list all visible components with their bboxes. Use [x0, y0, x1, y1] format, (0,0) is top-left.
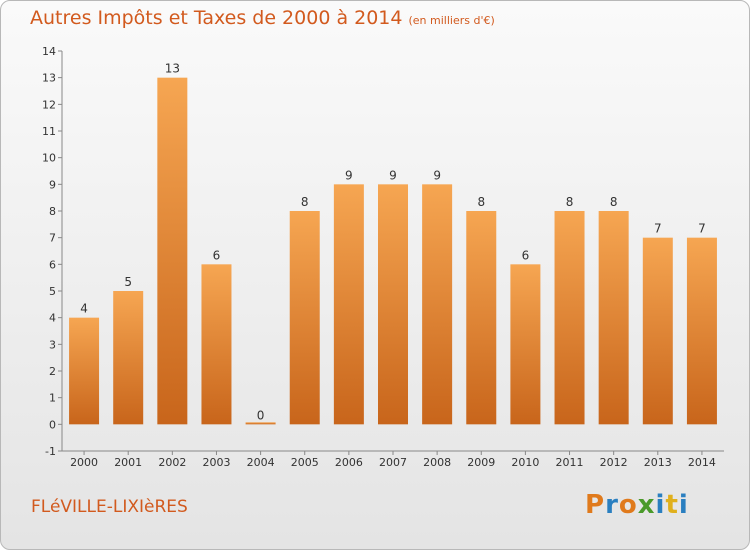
bar [422, 184, 453, 425]
bar [333, 184, 364, 425]
logo-letter: P [585, 490, 606, 520]
y-tick-label: 5 [49, 285, 56, 298]
bar [466, 211, 497, 425]
bar [642, 237, 673, 425]
data-label: 9 [345, 168, 353, 182]
data-label: 8 [477, 195, 485, 209]
bar [157, 77, 188, 425]
y-tick-label: 6 [49, 258, 56, 271]
x-tick-label: 2008 [423, 456, 451, 469]
bar [201, 264, 232, 425]
y-tick-label: 12 [42, 98, 56, 111]
chart-title-text: Autres Impôts et Taxes de 2000 à 2014 [30, 7, 403, 29]
data-label: 8 [301, 195, 309, 209]
logo-letter: o [618, 490, 638, 520]
x-tick-label: 2004 [247, 456, 275, 469]
chart-subtitle: (en milliers d'€) [408, 14, 495, 27]
data-label: 7 [654, 222, 662, 236]
x-tick-label: 2002 [158, 456, 186, 469]
bar [113, 291, 144, 425]
y-tick-label: 3 [49, 338, 56, 351]
data-label: 7 [698, 222, 706, 236]
y-tick-label: 14 [42, 45, 56, 58]
data-label: 8 [566, 195, 574, 209]
bar [686, 237, 717, 425]
logo-letter: i [655, 490, 666, 520]
bar [378, 184, 408, 425]
y-tick-label: 10 [42, 152, 56, 165]
data-label: 4 [80, 302, 88, 316]
y-tick-label: 11 [42, 125, 56, 138]
x-tick-label: 2001 [114, 456, 142, 469]
data-label: 8 [610, 195, 618, 209]
chart-title: Autres Impôts et Taxes de 2000 à 2014 (en… [30, 7, 495, 29]
y-tick-label: -1 [45, 445, 56, 458]
x-tick-label: 2006 [335, 456, 363, 469]
x-tick-label: 2011 [556, 456, 584, 469]
logo-letter: i [678, 490, 689, 520]
bar [245, 422, 276, 425]
y-tick-label: 7 [49, 232, 56, 245]
y-tick-label: 1 [49, 392, 56, 405]
y-tick-label: 9 [49, 178, 56, 191]
data-label: 9 [433, 168, 441, 182]
x-tick-label: 2005 [291, 456, 319, 469]
x-tick-label: 2000 [70, 456, 98, 469]
y-tick-label: 2 [49, 365, 56, 378]
data-label: 6 [213, 248, 221, 262]
data-label: 5 [124, 275, 132, 289]
bar [289, 211, 320, 425]
commune-name: FLéVILLE-LIXIèRES [31, 497, 188, 517]
x-tick-label: 2007 [379, 456, 407, 469]
x-tick-label: 2012 [600, 456, 628, 469]
data-label: 6 [522, 248, 530, 262]
bar [69, 317, 100, 425]
logo-letter: r [605, 490, 619, 520]
x-tick-label: 2003 [202, 456, 230, 469]
logo-letter: x [637, 490, 656, 520]
bar [510, 264, 541, 425]
bar [598, 211, 629, 425]
data-label: 13 [165, 62, 180, 76]
y-tick-label: 4 [49, 312, 56, 325]
x-tick-label: 2009 [467, 456, 495, 469]
data-label: 0 [257, 408, 265, 422]
proxiti-logo[interactable]: Proxiti [585, 490, 689, 520]
x-tick-label: 2014 [688, 456, 716, 469]
y-tick-label: 13 [42, 72, 56, 85]
y-tick-label: 0 [49, 418, 56, 431]
bar [554, 211, 585, 425]
x-tick-label: 2013 [644, 456, 672, 469]
logo-letter: t [665, 490, 679, 520]
y-tick-label: 8 [49, 205, 56, 218]
x-tick-label: 2010 [511, 456, 539, 469]
data-label: 9 [389, 168, 397, 182]
